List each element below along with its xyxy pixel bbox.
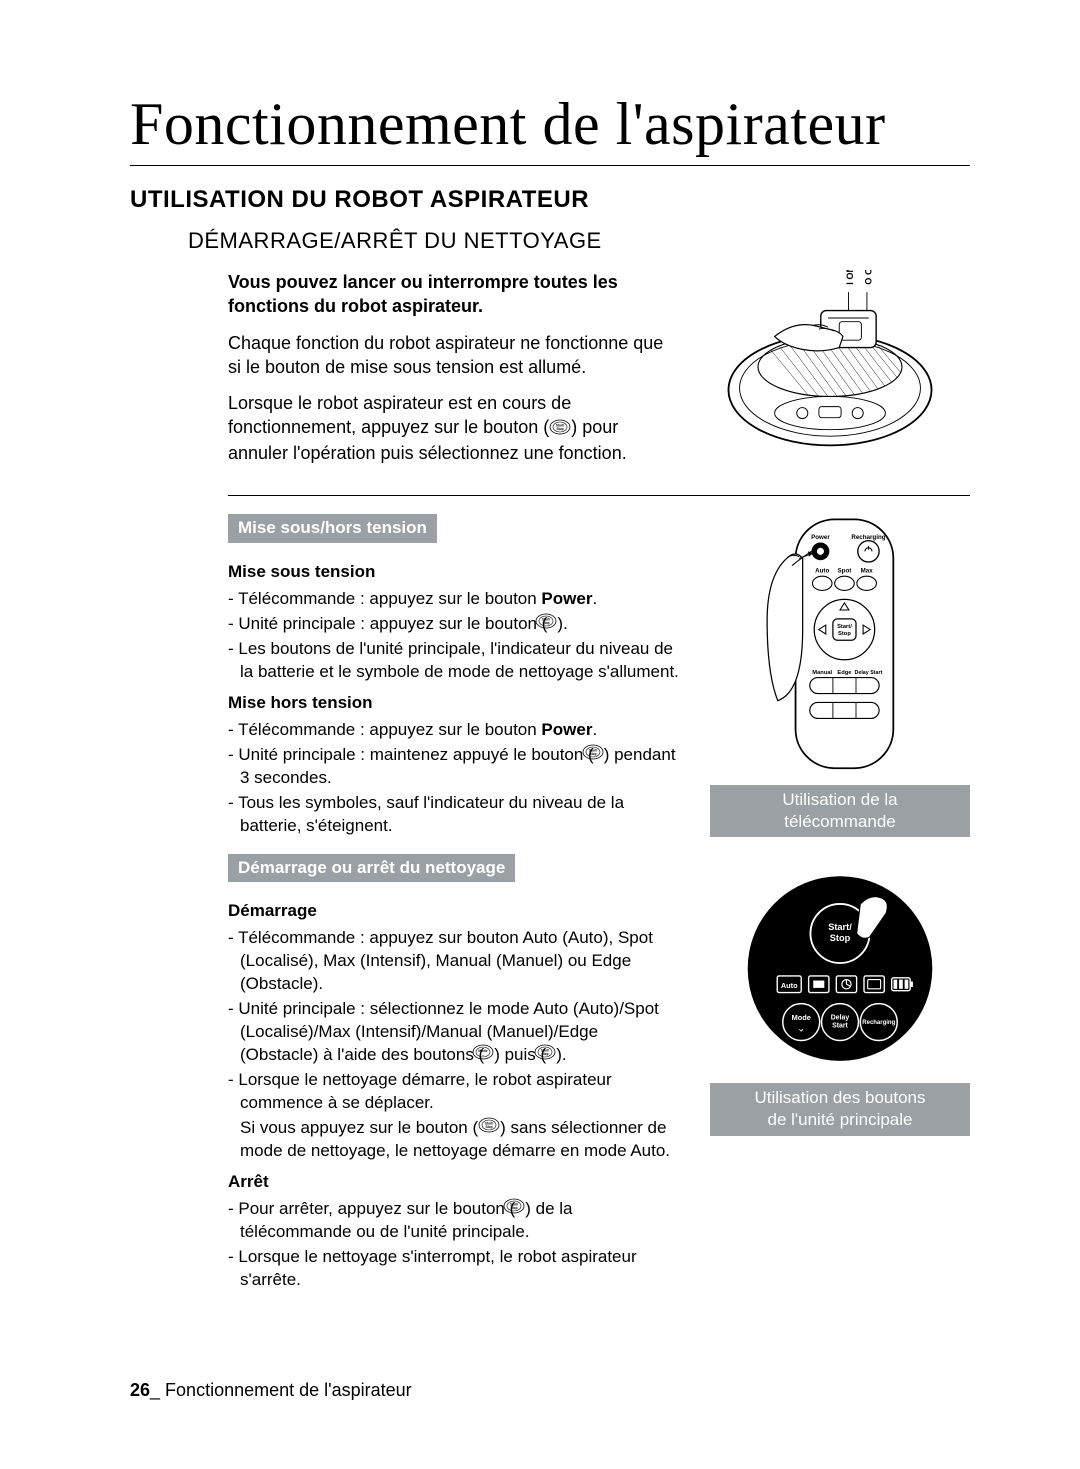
robot-figure: I ON O OFF xyxy=(710,270,970,477)
stop-line1: - Pour arrêter, appuyez sur le bouton (S… xyxy=(240,1198,680,1244)
svg-text:⌄: ⌄ xyxy=(797,1023,806,1034)
robot-illustration: I ON O OFF xyxy=(710,270,950,464)
sub-heading: DÉMARRAGE/ARRÊT DU NETTOYAGE xyxy=(188,228,970,254)
power-off-line2: - Unité principale : maintenez appuyé le… xyxy=(240,744,680,790)
svg-text:Stop: Stop xyxy=(486,1125,493,1129)
footer-text: Fonctionnement de l'aspirateur xyxy=(165,1380,412,1400)
panel-figure: Start/ Stop Auto xyxy=(710,867,970,1135)
svg-text:Recharging: Recharging xyxy=(851,534,885,541)
panel-illustration: Start/ Stop Auto xyxy=(720,867,960,1079)
startstop-group-label: Démarrage ou arrêt du nettoyage xyxy=(228,854,515,883)
power-off-line3: - Tous les symboles, sauf l'indicateur d… xyxy=(240,792,680,838)
svg-text:Spot: Spot xyxy=(838,568,852,575)
svg-text:O OFF: O OFF xyxy=(864,270,874,285)
svg-text:Edge: Edge xyxy=(837,670,852,676)
remote-illustration: Power Recharging Auto Spot Max xyxy=(760,514,920,781)
start-line3: - Lorsque le nettoyage démarre, le robot… xyxy=(240,1069,680,1115)
start-label: Démarrage xyxy=(228,900,680,923)
page-number: 26 xyxy=(130,1380,150,1400)
svg-text:Power: Power xyxy=(811,534,830,541)
start-stop-icon: Start/Stop xyxy=(478,1117,500,1140)
svg-text:Auto: Auto xyxy=(781,981,798,990)
svg-text:Start: Start xyxy=(832,1023,848,1030)
power-on-line3: - Les boutons de l'unité principale, l'i… xyxy=(240,638,680,684)
svg-text:Start/: Start/ xyxy=(828,922,852,932)
page-footer: 26_ Fonctionnement de l'aspirateur xyxy=(130,1380,412,1401)
svg-text:Stop: Stop xyxy=(830,933,851,943)
section-title: UTILISATION DU ROBOT ASPIRATEUR xyxy=(130,186,970,214)
power-off-label: Mise hors tension xyxy=(228,692,680,715)
stop-label: Arrêt xyxy=(228,1171,680,1194)
main-heading: Fonctionnement de l'aspirateur xyxy=(130,90,970,166)
power-on-line2: - Unité principale : appuyez sur le bout… xyxy=(240,613,680,636)
start-line3-cont: Si vous appuyez sur le bouton (Start/Sto… xyxy=(240,1117,680,1163)
svg-text:Stop: Stop xyxy=(511,1206,518,1210)
svg-text:Recharging: Recharging xyxy=(862,1020,895,1026)
power-off-line1: - Télécommande : appuyez sur le bouton P… xyxy=(240,719,680,742)
svg-text:Stop: Stop xyxy=(557,427,564,431)
svg-text:Delay: Delay xyxy=(831,1014,850,1021)
start-stop-icon: Start/Stop xyxy=(594,744,604,767)
mode-icon: Mode⌄ xyxy=(484,1044,494,1067)
remote-figure: Power Recharging Auto Spot Max xyxy=(710,514,970,837)
svg-text:Stop: Stop xyxy=(543,621,550,625)
svg-text:Stop: Stop xyxy=(542,1052,549,1056)
divider xyxy=(228,495,970,496)
svg-text:Max: Max xyxy=(861,568,874,575)
start-stop-icon: Start/Stop xyxy=(547,613,557,636)
intro-p2a: Lorsque le robot aspirateur est en cours… xyxy=(228,393,571,437)
svg-text:Stop: Stop xyxy=(589,752,596,756)
start-stop-icon: Start/Stop xyxy=(549,417,571,441)
start-stop-icon: Start/Stop xyxy=(515,1198,525,1221)
svg-text:Start/: Start/ xyxy=(837,624,852,630)
power-on-label: Mise sous tension xyxy=(228,561,680,584)
remote-caption: Utilisation de la télécommande xyxy=(710,785,970,837)
stop-line2: - Lorsque le nettoyage s'interrompt, le … xyxy=(240,1246,680,1292)
intro-p1: Chaque fonction du robot aspirateur ne f… xyxy=(228,331,680,380)
svg-text:Mode: Mode xyxy=(792,1013,811,1022)
svg-text:Stop: Stop xyxy=(838,631,851,637)
svg-text:Delay Start: Delay Start xyxy=(855,670,883,676)
intro-bold: Vous pouvez lancer ou interrompre toutes… xyxy=(228,270,680,319)
svg-text:⌄: ⌄ xyxy=(482,1052,485,1057)
panel-caption: Utilisation des boutons de l'unité princ… xyxy=(710,1083,970,1135)
start-stop-icon: Start/Stop xyxy=(546,1044,556,1067)
intro-text: Vous pouvez lancer ou interrompre toutes… xyxy=(188,270,680,477)
start-line2: - Unité principale : sélectionnez le mod… xyxy=(240,998,680,1067)
page: Fonctionnement de l'aspirateur UTILISATI… xyxy=(0,0,1080,1469)
start-line1: - Télécommande : appuyez sur bouton Auto… xyxy=(240,927,680,996)
svg-text:Auto: Auto xyxy=(815,568,829,575)
svg-text:Manual: Manual xyxy=(812,670,832,676)
power-on-line1: - Télécommande : appuyez sur le bouton P… xyxy=(240,588,680,611)
intro-p2: Lorsque le robot aspirateur est en cours… xyxy=(228,391,680,465)
power-group-label: Mise sous/hors tension xyxy=(228,514,437,543)
svg-text:I ON: I ON xyxy=(845,270,855,285)
